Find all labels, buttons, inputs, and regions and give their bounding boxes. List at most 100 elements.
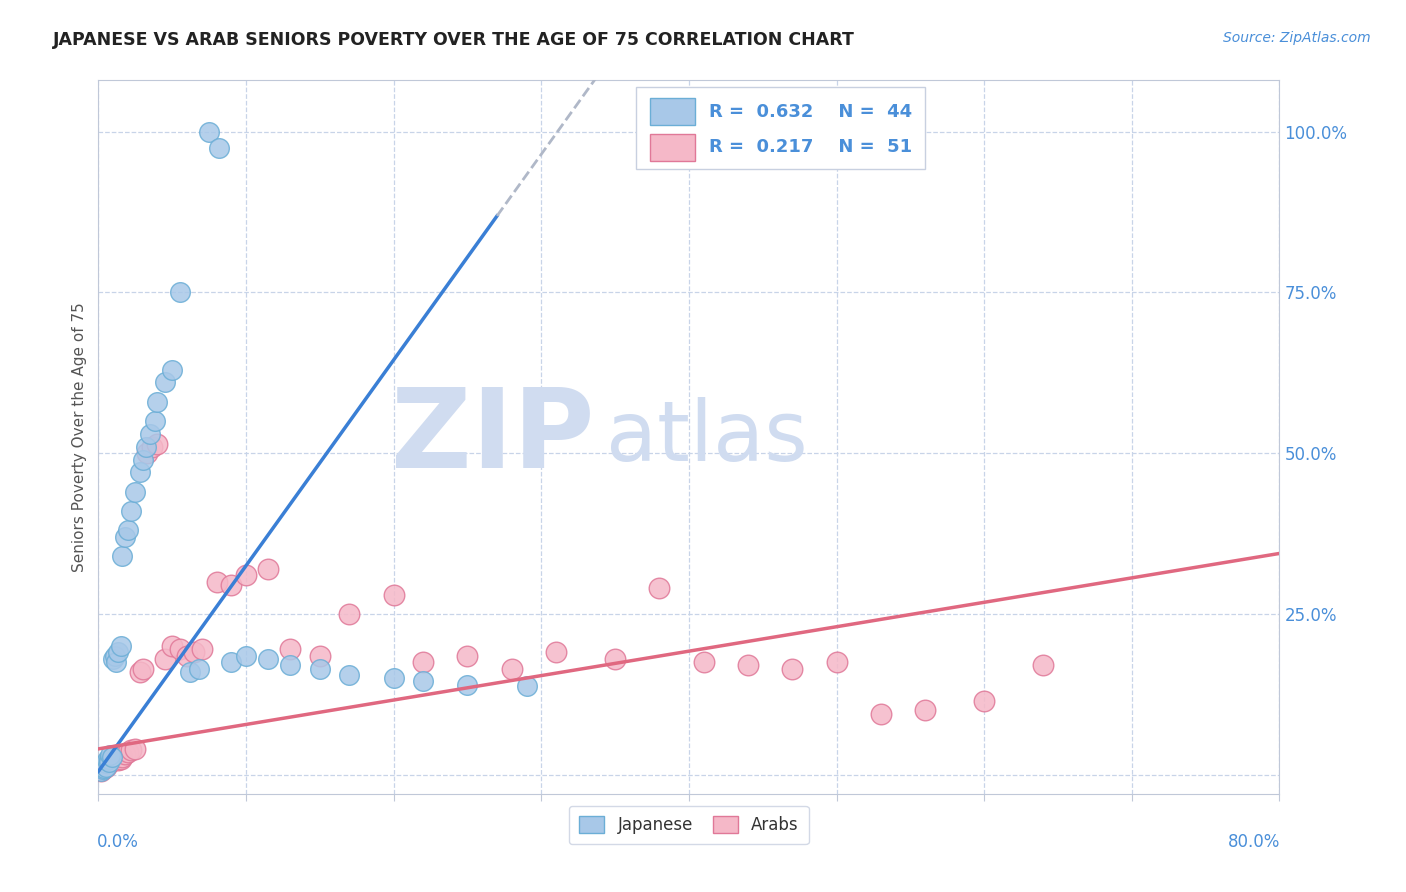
- Point: [104, 749, 127, 764]
- Text: 80.0%: 80.0%: [1229, 833, 1281, 851]
- Bar: [650, 98, 695, 125]
- Point: [132, 452, 155, 467]
- Point: [94, 756, 117, 770]
- Point: [91, 763, 114, 777]
- Point: [914, 703, 936, 717]
- Point: [97, 756, 120, 770]
- Text: JAPANESE VS ARAB SENIORS POVERTY OVER THE AGE OF 75 CORRELATION CHART: JAPANESE VS ARAB SENIORS POVERTY OVER TH…: [53, 31, 855, 49]
- Point: [90, 764, 112, 779]
- Point: [94, 760, 117, 774]
- Point: [98, 748, 121, 763]
- Point: [146, 436, 169, 450]
- Point: [117, 524, 139, 538]
- Text: R =  0.632    N =  44: R = 0.632 N = 44: [709, 103, 912, 120]
- Point: [235, 648, 257, 663]
- Point: [93, 761, 115, 775]
- Point: [221, 655, 243, 669]
- Point: [107, 754, 129, 768]
- Point: [169, 285, 191, 300]
- Point: [176, 648, 198, 663]
- Point: [114, 747, 136, 761]
- Point: [693, 655, 716, 669]
- Point: [97, 751, 120, 765]
- Point: [179, 665, 201, 679]
- FancyBboxPatch shape: [636, 87, 925, 169]
- Point: [183, 645, 205, 659]
- Point: [457, 677, 479, 691]
- Point: [107, 645, 129, 659]
- Point: [136, 446, 159, 460]
- Point: [235, 568, 257, 582]
- Point: [128, 665, 150, 679]
- Point: [153, 376, 176, 390]
- Legend: Japanese, Arabs: Japanese, Arabs: [569, 805, 808, 844]
- Point: [132, 661, 155, 675]
- Point: [111, 549, 134, 563]
- Point: [382, 588, 405, 602]
- Point: [737, 658, 759, 673]
- Point: [162, 639, 183, 653]
- Point: [1032, 658, 1054, 673]
- Point: [146, 394, 169, 409]
- Point: [120, 743, 142, 757]
- Point: [339, 668, 361, 682]
- Point: [382, 671, 405, 685]
- Point: [91, 758, 114, 772]
- Point: [90, 764, 112, 779]
- Text: R =  0.217    N =  51: R = 0.217 N = 51: [709, 138, 912, 156]
- Point: [187, 661, 209, 675]
- Point: [153, 652, 176, 666]
- Point: [339, 607, 361, 621]
- Point: [105, 655, 128, 669]
- Point: [128, 466, 150, 480]
- Point: [94, 760, 117, 774]
- Point: [91, 763, 114, 777]
- Point: [114, 530, 136, 544]
- Point: [648, 581, 671, 595]
- Point: [280, 642, 302, 657]
- Point: [117, 745, 139, 759]
- Point: [309, 648, 332, 663]
- Point: [280, 658, 302, 673]
- Point: [103, 751, 125, 765]
- Point: [100, 754, 122, 768]
- Point: [501, 661, 523, 675]
- Text: ZIP: ZIP: [391, 384, 595, 491]
- Y-axis label: Seniors Poverty Over the Age of 75: Seniors Poverty Over the Age of 75: [72, 302, 87, 572]
- Point: [141, 440, 163, 454]
- Point: [309, 661, 332, 675]
- Point: [93, 761, 115, 775]
- Point: [825, 655, 848, 669]
- Point: [111, 749, 134, 764]
- Point: [257, 652, 280, 666]
- Point: [98, 755, 121, 769]
- Point: [257, 562, 280, 576]
- Point: [104, 648, 127, 663]
- Point: [110, 751, 132, 765]
- Text: Source: ZipAtlas.com: Source: ZipAtlas.com: [1223, 31, 1371, 45]
- Point: [162, 362, 183, 376]
- Point: [169, 642, 191, 657]
- Bar: [650, 134, 695, 161]
- Point: [135, 440, 157, 454]
- Point: [973, 693, 995, 707]
- Point: [100, 749, 122, 764]
- Point: [870, 706, 893, 721]
- Point: [208, 141, 231, 155]
- Text: atlas: atlas: [606, 397, 808, 477]
- Point: [110, 639, 132, 653]
- Point: [457, 648, 479, 663]
- Point: [205, 574, 228, 589]
- Point: [97, 755, 120, 769]
- Point: [103, 652, 125, 666]
- Point: [412, 674, 434, 689]
- Point: [139, 426, 162, 441]
- Point: [412, 655, 434, 669]
- Point: [105, 748, 128, 763]
- Point: [96, 758, 118, 772]
- Point: [782, 661, 804, 675]
- Point: [191, 642, 214, 657]
- Point: [124, 484, 146, 499]
- Point: [124, 742, 146, 756]
- Text: 0.0%: 0.0%: [97, 833, 139, 851]
